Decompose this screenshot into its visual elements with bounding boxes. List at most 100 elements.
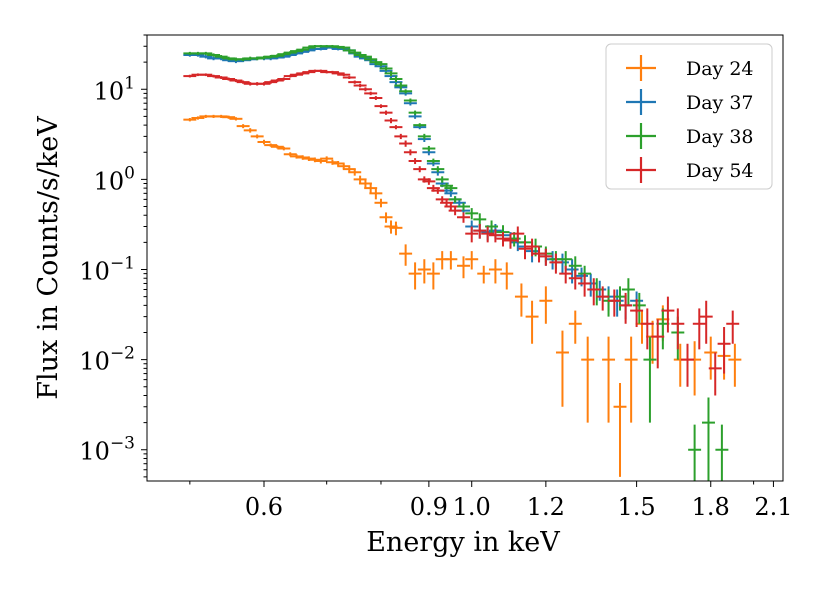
data-point [457,202,470,211]
data-point [565,259,579,284]
data-point [337,73,351,77]
data-point [688,424,702,481]
data-point [199,51,213,55]
data-point [559,265,573,284]
data-point [448,196,462,203]
data-point [465,226,479,243]
y-tick-label: 10−2 [79,344,135,376]
data-point [277,77,291,81]
data-point [496,232,510,247]
data-point [191,116,205,120]
data-point [207,74,221,78]
data-point [296,48,310,52]
data-point [389,76,403,83]
data-point [358,54,372,59]
data-point [264,80,278,84]
data-point [457,256,470,279]
y-tick-label: 101 [94,73,135,105]
data-point [369,188,383,200]
data-point [364,57,378,62]
data-point [568,269,582,290]
data-point [358,87,372,92]
x-tick-label: 1.8 [692,493,730,521]
data-point [408,114,422,119]
data-point [236,80,250,84]
data-point [183,74,197,78]
data-point [621,278,635,306]
data-point [422,178,436,185]
data-point [389,125,403,130]
data-point [613,383,627,477]
data-point [726,310,740,344]
data-point [270,54,284,58]
data-point [481,226,495,243]
data-point [587,278,601,306]
data-point [214,54,228,59]
y-axis-ticks: 101 100 10−1 10−2 10−3 [79,34,147,478]
data-point [270,78,284,83]
data-point [435,176,449,183]
data-point [532,246,546,263]
data-point [457,212,470,223]
data-point [394,82,408,90]
legend-item-day-38: Day 38 [626,123,754,149]
data-point [222,115,236,119]
data-point [348,80,362,84]
data-point [394,133,408,140]
data-point [568,310,582,344]
data-point [229,117,243,121]
data-point [525,238,539,257]
data-point [207,53,221,57]
data-point [243,128,257,133]
data-point [222,77,236,81]
data-point [342,48,356,52]
data-point [342,166,356,173]
data-point [229,78,243,83]
data-point [348,51,362,55]
data-point [465,208,479,220]
data-point [651,319,665,369]
data-point [578,273,592,297]
data-point [518,240,532,260]
data-point [374,62,388,67]
data-point [699,300,713,344]
data-point [236,124,250,129]
data-point [384,70,398,77]
data-point [607,289,621,317]
data-point [257,139,271,145]
legend-label: Day 38 [686,126,754,148]
data-point [403,149,417,156]
data-point [444,251,458,270]
data-point [444,190,458,197]
data-point [183,117,197,122]
data-point [408,110,422,115]
data-point [613,286,627,311]
data-point [539,248,553,266]
data-point [389,221,403,236]
data-point [408,158,422,165]
data-point [413,166,427,173]
x-tick-label: 2.1 [754,493,792,521]
data-point [320,156,334,161]
legend-item-day-37: Day 37 [626,89,754,115]
data-point [444,185,458,192]
data-point [199,54,213,59]
data-point [399,244,413,266]
data-point [417,259,431,284]
data-point [619,292,633,324]
data-point [465,251,479,270]
x-tick-label: 1.0 [453,493,491,521]
data-point [701,397,715,481]
data-point [364,91,378,96]
data-point [399,89,413,94]
data-point [417,133,431,140]
data-point [379,110,393,115]
data-point [643,336,657,423]
data-point [379,212,393,223]
data-point [348,169,362,176]
data-point [708,352,722,396]
data-point [511,226,525,243]
legend: Day 24 Day 37 Day 38 Day 54 [605,43,773,190]
data-point [413,123,427,128]
